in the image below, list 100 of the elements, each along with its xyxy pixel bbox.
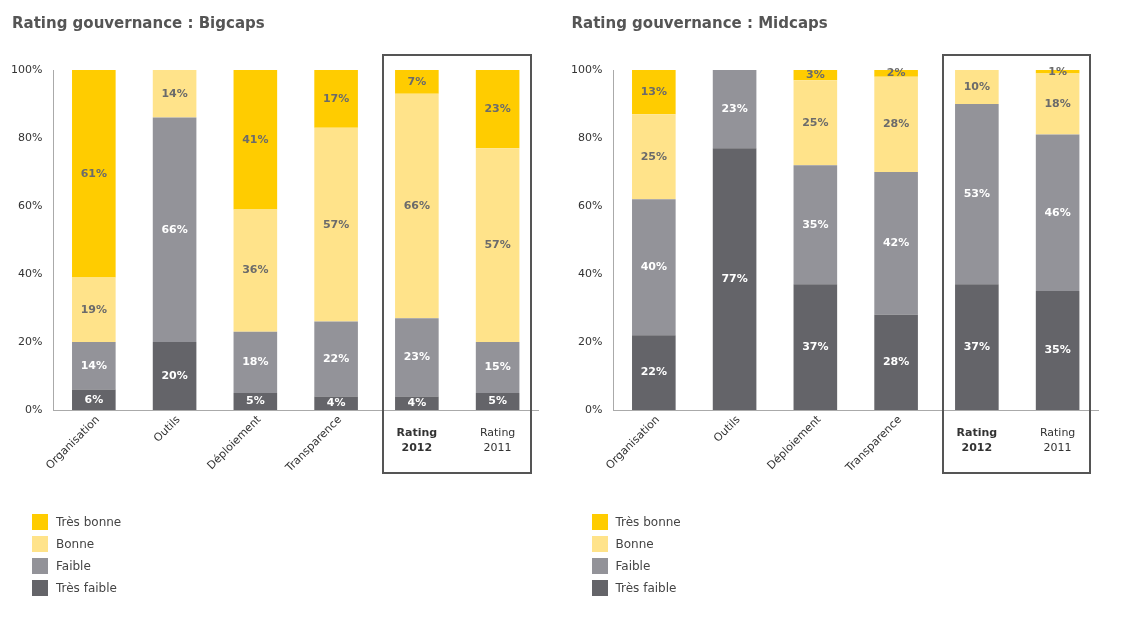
data-label: 22% [322, 351, 350, 365]
legend-label: Très bonne [615, 515, 681, 529]
data-label: 37% [801, 339, 829, 353]
data-label: 35% [801, 217, 829, 231]
bar [395, 318, 439, 397]
bar [475, 148, 520, 342]
data-label: 28% [882, 117, 909, 131]
data-label: 5% [488, 394, 507, 408]
bar [712, 70, 756, 149]
y-tick-label: 20% [17, 334, 43, 348]
data-label: 28% [882, 355, 909, 369]
data-label: 57% [322, 217, 350, 231]
y-tick-label: 100% [10, 62, 43, 76]
bar [72, 342, 116, 390]
bar [152, 117, 197, 342]
data-label: 20% [161, 368, 188, 382]
data-label: 10% [963, 79, 990, 93]
legend-label: Faible [615, 559, 651, 573]
bar [395, 93, 439, 319]
legend-label: Très faible [56, 581, 117, 595]
data-label: 77% [720, 271, 748, 285]
data-label: 3% [805, 67, 825, 81]
bar [793, 165, 837, 285]
bar [1035, 134, 1079, 291]
legend-label: Faible [56, 559, 91, 573]
bar [873, 172, 918, 315]
y-tick-label: 80% [17, 130, 43, 144]
data-label: 40% [640, 260, 667, 274]
y-tick-label: 100% [570, 62, 602, 76]
bar [233, 209, 278, 332]
data-label: 13% [640, 84, 667, 98]
bar [631, 114, 676, 200]
chart-title: Rating gouvernance : Bigcaps [12, 14, 266, 32]
y-tick-label: 80% [577, 130, 602, 144]
data-label: 17% [322, 91, 350, 105]
data-label: 23% [403, 350, 431, 364]
data-label: 18% [242, 355, 269, 369]
data-label: 25% [640, 149, 667, 163]
bar [314, 127, 358, 322]
bar [475, 70, 520, 149]
bar [233, 70, 278, 210]
bar [1035, 291, 1079, 410]
legend-label: Très faible [615, 581, 677, 595]
bar [233, 331, 278, 393]
data-label: 41% [242, 132, 269, 146]
data-label: 53% [963, 186, 990, 200]
data-label: 22% [640, 365, 667, 379]
data-label: 4% [407, 396, 427, 410]
bar [873, 314, 918, 410]
bar [152, 70, 197, 118]
bar [631, 70, 676, 115]
y-tick-label: 0% [584, 402, 602, 416]
bar [314, 321, 358, 397]
x-tick-label: Rating 2012 [396, 426, 438, 455]
y-tick-label: 40% [577, 266, 602, 280]
chart-title: Rating gouvernance : Midcaps [571, 14, 829, 32]
bar [954, 284, 999, 410]
bar [793, 80, 837, 166]
data-label: 4% [326, 396, 346, 410]
data-label: 46% [1043, 205, 1071, 219]
bar [314, 70, 358, 128]
bar [395, 70, 439, 94]
x-tick-label: Rating 2012 [956, 426, 997, 455]
data-label: 42% [882, 236, 909, 250]
data-label: 1% [1047, 64, 1067, 78]
y-tick-label: 20% [577, 334, 602, 348]
data-label: 23% [720, 101, 748, 115]
data-label: 19% [80, 302, 107, 316]
data-label: 18% [1043, 96, 1071, 110]
data-label: 61% [80, 166, 107, 180]
legend-label: Bonne [615, 537, 654, 551]
data-label: 2% [886, 66, 905, 80]
data-label: 15% [484, 360, 511, 374]
data-label: 37% [963, 339, 990, 353]
bar [1035, 73, 1079, 135]
data-label: 6% [84, 392, 104, 406]
data-label: 66% [161, 222, 188, 236]
x-tick-label: Rating 2011 [1039, 426, 1075, 455]
bar [475, 342, 520, 393]
y-tick-label: 60% [17, 198, 43, 212]
y-tick-label: 40% [17, 266, 43, 280]
y-tick-label: 60% [577, 198, 602, 212]
data-label: 7% [407, 74, 427, 88]
data-label: 57% [484, 237, 511, 251]
bar [152, 342, 197, 410]
data-label: 25% [801, 115, 829, 129]
data-label: 23% [484, 101, 511, 115]
bar [631, 335, 676, 410]
bar [631, 199, 676, 336]
bar [793, 284, 837, 410]
data-label: 36% [242, 263, 269, 277]
x-tick-label: Rating 2011 [479, 426, 516, 455]
bar [72, 70, 116, 278]
legend-label: Très bonne [56, 515, 122, 529]
bar [712, 148, 756, 410]
data-label: 5% [246, 394, 265, 408]
bar [954, 104, 999, 285]
data-label: 35% [1043, 343, 1071, 357]
bar [72, 277, 116, 342]
bar [954, 70, 999, 104]
